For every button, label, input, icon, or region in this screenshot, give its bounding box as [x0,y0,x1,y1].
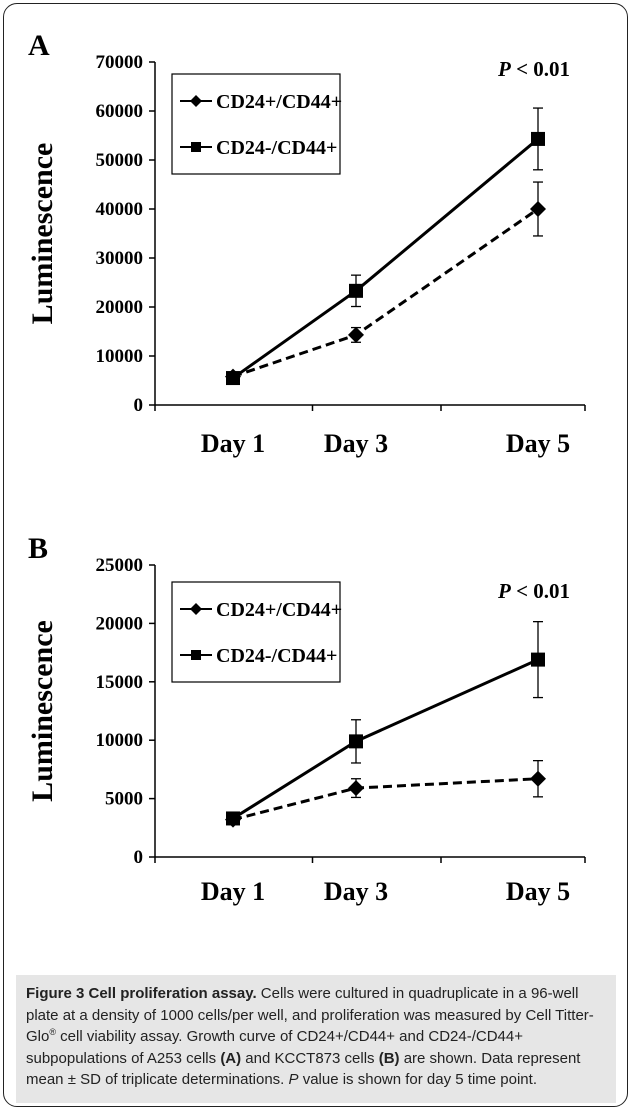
y-tick-label: 70000 [96,52,144,73]
p-value-text: < 0.01 [511,57,570,81]
y-tick-label: 10000 [96,730,144,751]
chart-panel-b: B 0 5000 10000 15000 20000 25000 Day 1 Day 3 Day … [26,532,586,906]
legend-label: CD24-/CD44+ [216,645,337,667]
series-line [232,207,539,379]
y-tick-label: 10000 [96,346,144,367]
panel-letter: B [28,532,48,565]
data-point-square [349,734,363,749]
caption-text-1: Cells were cultured in quadruplicate in … [26,985,594,1045]
series-cd24neg-cd44pos [226,620,545,826]
data-point-square [349,283,363,298]
legend-marker-square [191,650,201,660]
y-tick-label: 50000 [96,150,144,171]
y-tick-label: 15000 [96,672,144,693]
p-value-annotation: P < 0.01 [497,579,570,603]
data-point-square [226,371,240,386]
y-tick-label: 25000 [96,555,144,576]
y-tick-label: 20000 [96,613,144,634]
caption-text-2: cell viability assay. Growth curve of CD… [26,1028,523,1067]
y-tick-label: 0 [134,395,144,416]
legend: CD24+/CD44+ CD24-/CD44+ [171,73,342,175]
x-tick-label: Day 1 [201,429,265,458]
series-cd24neg-cd44pos [226,107,545,386]
x-tick-label: Day 3 [324,877,388,906]
legend: CD24+/CD44+ CD24-/CD44+ [171,581,342,683]
caption-ref-b: (B) [378,1049,400,1067]
y-tick-label: 30000 [96,248,144,269]
y-tick-label: 40000 [96,199,144,220]
legend-box [171,73,341,175]
series-line [232,658,539,820]
p-value-text: < 0.01 [511,579,570,603]
series-line [232,137,539,380]
panel-letter: A [28,29,50,62]
data-point-square [226,811,240,826]
legend-marker-square [191,142,201,152]
chart-panel-a: A 0 10000 20000 30000 40000 50000 60000 70000 Day… [26,29,586,458]
series-cd24pos-cd44pos [225,181,546,385]
legend-box [171,581,341,683]
figure-charts: A010000200003000040000500006000070000Day… [26,29,586,906]
y-axis-label: Luminescence [26,143,59,325]
x-tick-label: Day 3 [324,429,388,458]
series-line [232,777,539,822]
figure-frame [3,3,628,1107]
y-tick-label: 20000 [96,297,144,318]
data-point-square [531,131,545,146]
legend-marker-diamond [190,603,202,615]
legend-label: CD24+/CD44+ [216,91,342,113]
p-value-italic: P [497,579,511,603]
caption-text-4: are shown. Data represent mean ± SD of t… [26,1049,581,1089]
p-value-annotation: P < 0.01 [497,57,570,81]
x-tick-label: Day 5 [506,877,570,906]
legend-marker-diamond [190,95,202,107]
data-point-diamond [530,770,546,787]
figure-caption: Figure 3 Cell proliferation assay. Cells… [16,975,616,1103]
data-point-diamond [348,326,364,343]
caption-text-5: value is shown for day 5 time point. [298,1071,537,1088]
caption-text-3: and KCCT873 cells [241,1049,379,1067]
y-axis-label: Luminescence [26,620,59,802]
legend-label: CD24+/CD44+ [216,599,342,621]
legend-label: CD24-/CD44+ [216,137,337,159]
caption-sup: ® [49,1027,56,1037]
x-tick-label: Day 1 [201,877,265,906]
caption-label: Figure 3 Cell proliferation assay. [26,985,257,1002]
y-tick-label: 0 [134,847,144,868]
y-tick-label: 5000 [105,789,143,810]
y-tick-label: 60000 [96,101,144,122]
caption-p-italic: P [288,1071,299,1088]
data-point-diamond [530,201,546,217]
p-value-italic: P [497,57,511,81]
x-tick-label: Day 5 [506,429,570,458]
caption-ref-a: (A) [220,1049,242,1067]
data-point-diamond [348,780,364,797]
data-point-square [531,652,545,667]
